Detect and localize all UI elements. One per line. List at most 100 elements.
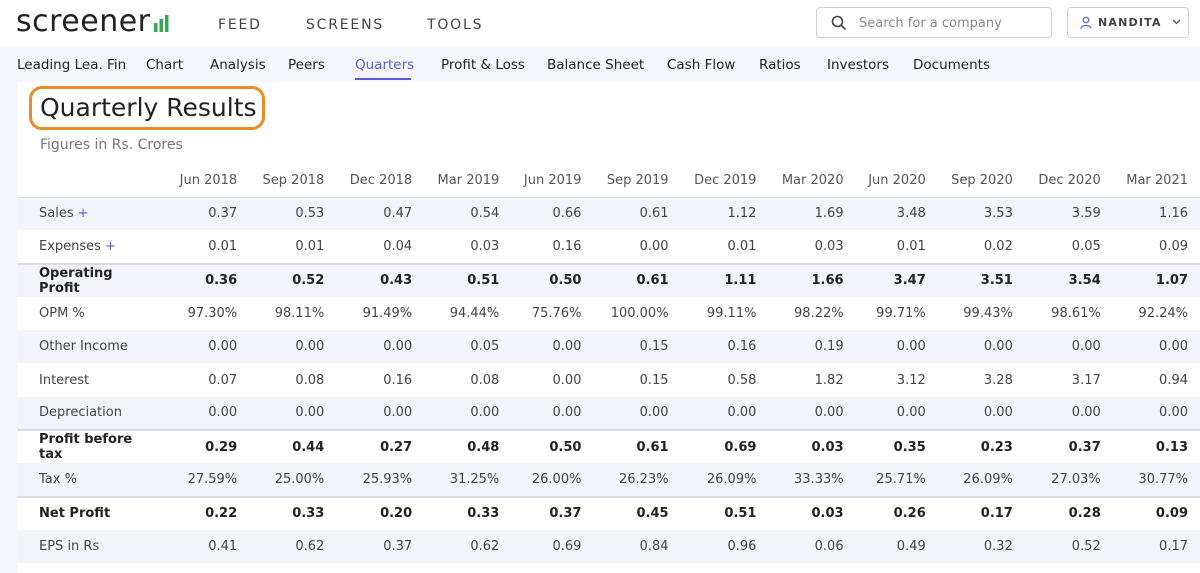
table-cell: 0.61 (593, 262, 681, 297)
column-header: Dec 2020 (1024, 164, 1113, 198)
nav-screens[interactable]: SCREENS (306, 17, 385, 33)
table-cell: 1.82 (814, 372, 844, 388)
table-cell: 0.16 (680, 330, 769, 364)
column-header: Jun 2019 (511, 164, 594, 198)
tab-ratios[interactable]: Ratios (759, 57, 801, 73)
table-cell: 3.28 (983, 372, 1013, 388)
table-cell: 3.54 (1024, 262, 1113, 297)
table-cell: 98.11% (274, 306, 325, 322)
table-cell: 94.44% (449, 306, 500, 322)
row-label: Expenses (39, 238, 101, 254)
table-cell: 91.49% (362, 306, 413, 322)
expand-plus-icon[interactable]: + (77, 206, 89, 222)
table-cell: 0.96 (680, 529, 769, 564)
chevron-down-icon (1172, 19, 1181, 25)
table-cell: 0.00 (424, 396, 512, 431)
tab-documents[interactable]: Documents (913, 57, 990, 73)
row-label: Operating Profit (39, 265, 113, 296)
table-cell: 0.09 (1112, 495, 1200, 530)
column-header: Dec 2019 (680, 164, 769, 198)
expand-plus-icon[interactable]: + (104, 238, 116, 254)
table-cell: 0.03 (768, 429, 856, 464)
table-cell: 0.49 (855, 529, 938, 564)
table-cell: 1.11 (680, 262, 769, 297)
table-cell: 0.17 (937, 495, 1025, 530)
table-cell: 0.01 (295, 238, 325, 254)
table-cell: 0.61 (593, 197, 681, 231)
table-cell: 0.00 (768, 396, 856, 431)
table-cell: 0.00 (1112, 330, 1200, 364)
table-cell: 98.61% (1051, 306, 1101, 322)
table-cell: 0.03 (768, 495, 856, 530)
row-label-cell: Interest (17, 363, 167, 396)
table-cell: 0.00 (1112, 396, 1200, 431)
table-row: Operating Profit 0.36 0.52 0.43 0.51 0.50 0.61… (17, 262, 1200, 297)
table-cell: 0.08 (470, 372, 500, 388)
row-label-cell[interactable]: Sales + (17, 197, 167, 231)
table-cell: 1.16 (1112, 197, 1200, 231)
table-cell: 0.61 (593, 429, 681, 464)
table-cell: 3.47 (855, 262, 938, 297)
table-cell: 0.51 (424, 262, 512, 297)
table-cell: 1.07 (1112, 262, 1200, 297)
table-row[interactable]: Sales +0.37 0.53 0.47 0.54 0.66 0.61 1.12 1.69 3.… (17, 197, 1200, 231)
title-highlight (29, 86, 265, 130)
tab-company[interactable]: Leading Lea. Fin (17, 57, 127, 73)
nav-tools[interactable]: TOOLS (427, 17, 484, 33)
table-cell: 99.43% (963, 306, 1013, 322)
table-cell: 0.62 (424, 529, 512, 564)
table-header-row: Jun 2018 Sep 2018 Dec 2018 Mar 2019 Jun 2019… (17, 164, 1200, 198)
row-label-cell: OPM % (17, 297, 167, 330)
table-cell: 0.03 (814, 238, 844, 254)
row-label-cell: Net Profit (17, 495, 167, 530)
column-header: Sep 2018 (249, 164, 337, 198)
row-label-cell: Depreciation (17, 396, 167, 431)
tab-peers[interactable]: Peers (288, 57, 325, 73)
logo[interactable]: screener (16, 4, 151, 39)
table-cell: 0.05 (424, 330, 512, 364)
row-label-cell: Tax % (17, 463, 167, 497)
table-cell: 0.00 (1024, 330, 1113, 364)
tab-chart[interactable]: Chart (146, 57, 184, 73)
table-cell: 3.51 (937, 262, 1025, 297)
table-cell: 0.48 (424, 429, 512, 464)
search-box[interactable] (816, 7, 1052, 38)
table-cell: 0.37 (336, 529, 425, 564)
table-row: Profit before tax 0.29 0.44 0.27 0.48 0.50 0.6… (17, 429, 1200, 464)
search-input[interactable] (859, 13, 1044, 33)
tab-balance-sheet[interactable]: Balance Sheet (547, 57, 645, 73)
tab-cash-flow[interactable]: Cash Flow (667, 57, 736, 73)
table-row: Depreciation 0.00 0.00 0.00 0.00 0.00 0.00 0.00… (17, 396, 1200, 431)
table-row: Tax % 27.59% 25.00% 25.93% 31.25% 26.00% 26.23… (17, 463, 1200, 497)
table-cell: 0.47 (336, 197, 425, 231)
table-cell: 0.13 (1112, 429, 1200, 464)
table-cell: 0.19 (768, 330, 856, 364)
row-label-cell: Other Income (17, 330, 167, 364)
table-cell: 0.58 (727, 372, 757, 388)
table-row[interactable]: Expenses +0.01 0.01 0.04 0.03 0.16 0.00 0.01 0.0… (17, 230, 1200, 263)
table-cell: 0.00 (511, 396, 594, 431)
top-bar: screener FEED SCREENS TOOLS NANDITA (0, 0, 1200, 46)
table-cell: 0.44 (249, 429, 337, 464)
user-menu-button[interactable]: NANDITA (1067, 7, 1189, 38)
tab-profit-loss[interactable]: Profit & Loss (441, 57, 525, 73)
row-label-cell[interactable]: Expenses + (17, 230, 167, 263)
table-cell: 0.33 (424, 495, 512, 530)
row-label: EPS in Rs (39, 539, 100, 555)
table-cell: 0.00 (1024, 396, 1113, 431)
table-cell: 0.36 (167, 262, 250, 297)
tab-quarters[interactable]: Quarters (355, 57, 415, 73)
table-cell: 0.00 (167, 330, 250, 364)
user-name: NANDITA (1098, 16, 1162, 29)
quarterly-results-table: Jun 2018 Sep 2018 Dec 2018 Mar 2019 Jun 2019… (17, 164, 1200, 564)
tab-investors[interactable]: Investors (827, 57, 890, 73)
tab-analysis[interactable]: Analysis (210, 57, 266, 73)
nav-feed[interactable]: FEED (218, 17, 262, 33)
table-cell: 26.09% (937, 463, 1025, 497)
table-cell: 0.37 (1024, 429, 1113, 464)
table-cell: 1.69 (768, 197, 856, 231)
column-header: Mar 2019 (424, 164, 512, 198)
column-header: Jun 2020 (855, 164, 938, 198)
table-cell: 25.00% (249, 463, 337, 497)
table-cell: 0.03 (470, 238, 500, 254)
